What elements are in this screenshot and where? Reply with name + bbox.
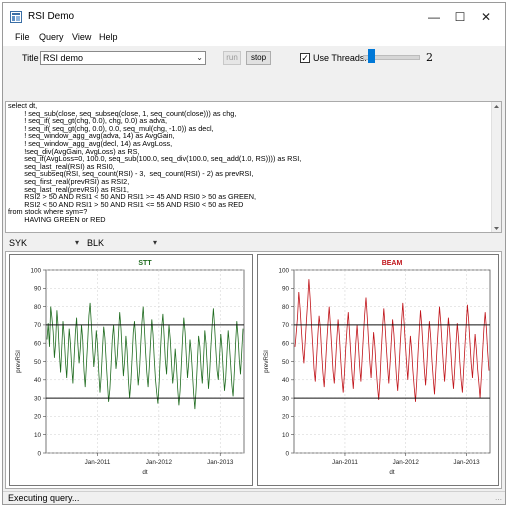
query-line: RSI2 < 50 AND RSI1 > 50 AND RSI1 <= 55 A… [24, 199, 244, 209]
query-line: ! seq_window_agg_avg(adva, 14) as AvgGai… [24, 131, 175, 141]
query-line: seq_first_real(prevRSI) as RSI2, [24, 176, 130, 186]
x-axis-label: dt [142, 469, 148, 476]
left-symbol-select[interactable]: SYK ▾ [7, 237, 83, 249]
query-line: ! seq_window_agg_avg(decl, 14) as AvgLos… [24, 138, 173, 148]
query-line: ! seq_sub(close, seq_subseq(close, 1, se… [24, 108, 237, 118]
chevron-down-icon: ▾ [74, 238, 79, 247]
y-tick-label: 0 [37, 450, 41, 457]
beam-chart-panel: BEAM 0 10 20 30 40 50 60 70 80 90 100 Jan-2011 Jan-20… [257, 254, 499, 486]
y-tick-label: 100 [278, 267, 289, 274]
query-line: ! seq_if( seq_gt(chg, 0.0), chg, 0.0) as… [24, 116, 167, 126]
charts-area: STT 0 10 20 30 40 50 60 70 80 90 100 Jan-2011 Jan-201… [5, 251, 502, 489]
close-button[interactable]: ✕ [473, 7, 499, 27]
right-symbol-value: BLK [87, 238, 105, 248]
y-tick-label: 70 [282, 322, 290, 329]
x-tick-label: Jan-2013 [453, 459, 480, 466]
app-icon [10, 11, 22, 23]
y-tick-label: 30 [282, 395, 290, 402]
menu-file[interactable]: File [15, 32, 30, 42]
query-line: seq_last_real(RSI) as RSI0, [24, 161, 115, 171]
maximize-button[interactable]: ☐ [447, 7, 473, 27]
chart-title: BEAM [382, 260, 403, 267]
menu-query[interactable]: Query [39, 32, 64, 42]
y-tick-label: 90 [282, 286, 290, 293]
x-tick-label: Jan-2011 [332, 459, 358, 466]
threads-slider-thumb[interactable] [367, 49, 375, 63]
query-line: select dt, [8, 101, 38, 110]
threads-value: 2 [426, 51, 433, 64]
check-icon: ✓ [301, 53, 309, 63]
y-tick-label: 70 [34, 322, 42, 329]
use-threads-checkbox[interactable]: ✓ [300, 53, 310, 63]
x-tick-label: Jan-2011 [85, 459, 111, 466]
y-tick-label: 20 [34, 414, 42, 421]
beam-chart: BEAM 0 10 20 30 40 50 60 70 80 90 100 Jan-2011 Jan-20… [263, 260, 491, 476]
scrollbar-arrows-icon [494, 105, 499, 230]
y-tick-label: 20 [282, 414, 290, 421]
status-text: Executing query... [8, 493, 80, 503]
y-tick-label: 10 [34, 432, 42, 439]
threads-slider-track[interactable] [363, 55, 420, 60]
y-tick-label: 0 [285, 450, 289, 457]
y-tick-label: 50 [34, 359, 42, 366]
menu-bar: File Query View Help [3, 31, 505, 46]
series-line [46, 302, 244, 410]
use-threads-label: Use Threads: [313, 53, 367, 63]
minimize-icon: — [428, 10, 440, 24]
right-symbol-select[interactable]: BLK ▾ [85, 237, 161, 249]
run-button[interactable]: run [223, 51, 241, 65]
query-line: HAVING GREEN or RED [24, 214, 106, 224]
query-line: from stock where sym=? [8, 207, 88, 217]
resize-grip-icon[interactable]: ⋯ [495, 497, 502, 504]
x-axis-label: dt [389, 469, 395, 476]
status-bar: Executing query... ⋯ [3, 491, 505, 504]
left-symbol-value: SYK [9, 238, 28, 248]
title-label: Title [22, 53, 39, 63]
title-combo-value: RSI demo [43, 53, 84, 63]
title-combo[interactable]: RSI demo ⌄ [40, 51, 206, 65]
menu-view[interactable]: View [72, 32, 92, 42]
y-tick-label: 60 [282, 341, 290, 348]
y-tick-label: 50 [282, 359, 290, 366]
y-tick-label: 80 [34, 304, 42, 311]
x-tick-label: Jan-2012 [146, 459, 173, 466]
query-scrollbar[interactable] [491, 102, 501, 232]
x-tick-label: Jan-2012 [393, 459, 420, 466]
y-tick-label: 80 [282, 304, 290, 311]
stt-chart: STT 0 10 20 30 40 50 60 70 80 90 100 Jan-2011 Jan-201… [15, 260, 245, 476]
query-line: ! seq_if( seq_gt(chg, 0.0), 0.0, seq_mul… [24, 123, 214, 133]
toolbar: Title RSI demo ⌄ run stop ✓ Use Threads:… [3, 46, 505, 100]
query-line: seq_last_real(prevRSI) as RSI1, [24, 184, 129, 194]
stt-chart-panel: STT 0 10 20 30 40 50 60 70 80 90 100 Jan-2011 Jan-201… [9, 254, 253, 486]
minimize-button[interactable]: — [421, 7, 447, 27]
maximize-icon: ☐ [454, 10, 466, 24]
y-tick-label: 90 [34, 286, 42, 293]
chevron-down-icon: ⌄ [196, 53, 203, 62]
menu-help[interactable]: Help [99, 32, 118, 42]
close-icon: ✕ [480, 10, 492, 24]
y-tick-label: 10 [282, 432, 290, 439]
y-axis-label: prevRSI [263, 350, 270, 373]
y-tick-label: 40 [34, 377, 42, 384]
query-line: RSI2 > 50 AND RSI1 < 50 AND RSI1 >= 45 A… [24, 192, 257, 202]
query-text[interactable]: select dt, ! seq_sub(close, seq_subseq(c… [8, 102, 301, 224]
y-tick-label: 30 [34, 395, 42, 402]
y-tick-label: 100 [30, 267, 41, 274]
symbol-selectors: SYK ▾ BLK ▾ [3, 235, 505, 251]
y-tick-label: 60 [34, 341, 42, 348]
query-line: !seq_div(AvgGain, AvgLoss) as RS, [24, 146, 140, 156]
query-line: seq_if(AvgLoss=0, 100.0, seq_sub(100.0, … [24, 154, 302, 164]
stop-button[interactable]: stop [246, 51, 271, 65]
chevron-down-icon: ▾ [152, 238, 157, 247]
query-editor[interactable]: select dt, ! seq_sub(close, seq_subseq(c… [5, 101, 502, 233]
window-title: RSI Demo [28, 11, 75, 22]
chart-title: STT [138, 260, 152, 267]
title-bar: RSI Demo — ☐ ✕ [3, 3, 505, 31]
x-tick-label: Jan-2013 [207, 459, 234, 466]
y-tick-label: 40 [282, 377, 290, 384]
app-window: RSI Demo — ☐ ✕ File Query View Help Titl… [2, 2, 506, 505]
query-line: seq_subseq(RSI, seq_count(RSI) - 3, seq_… [24, 169, 254, 179]
series-line [294, 279, 490, 402]
y-axis-label: prevRSI [15, 350, 22, 373]
